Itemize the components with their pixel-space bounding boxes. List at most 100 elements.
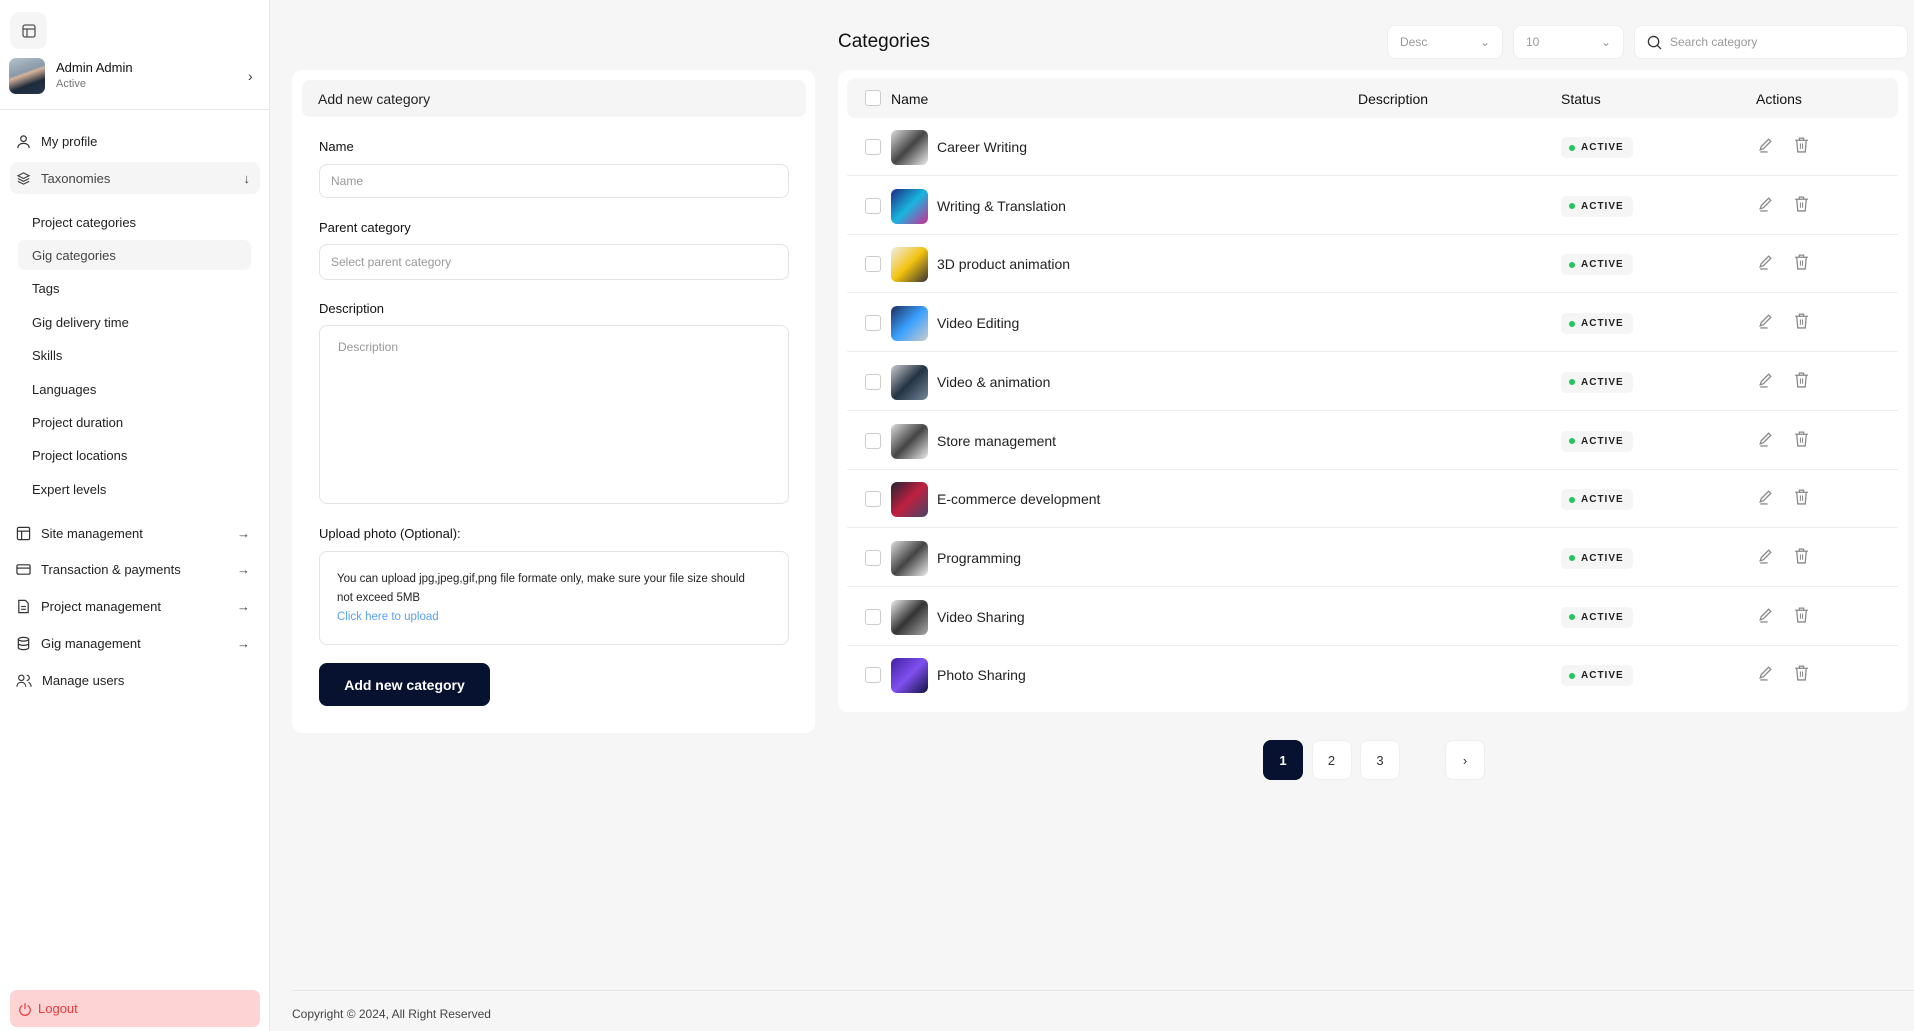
form-header: Add new category — [302, 80, 806, 117]
trash-icon[interactable] — [1793, 371, 1810, 388]
upload-dropzone[interactable]: You can upload jpg,jpeg,gif,png file for… — [319, 551, 789, 645]
search-icon — [1647, 35, 1662, 50]
table-row: Career Writing ACTIVE — [847, 118, 1898, 176]
sort-select[interactable]: Desc ⌄ — [1387, 25, 1503, 59]
status-text: ACTIVE — [1581, 200, 1624, 212]
sidebar-subitem[interactable]: Expert levels — [32, 481, 107, 497]
chevron-right-icon[interactable]: › — [248, 68, 253, 84]
edit-icon[interactable] — [1757, 195, 1774, 212]
description-textarea[interactable]: Description — [319, 325, 789, 504]
sidebar-subitem[interactable]: Gig delivery time — [32, 314, 129, 330]
row-checkbox[interactable] — [865, 139, 881, 155]
status-badge: ACTIVE — [1561, 606, 1633, 628]
edit-icon[interactable] — [1757, 664, 1774, 681]
status-dot — [1569, 496, 1575, 503]
category-name: Photo Sharing — [937, 667, 1026, 684]
divider — [0, 109, 270, 110]
name-input[interactable]: Name — [319, 164, 789, 198]
sidebar-subitem[interactable]: Project locations — [32, 448, 128, 464]
upload-hint: You can upload jpg,jpeg,gif,png file for… — [337, 573, 745, 604]
edit-icon[interactable] — [1757, 136, 1774, 153]
category-name: Programming — [937, 549, 1022, 566]
column-header-description: Description — [1358, 91, 1429, 107]
status-text: ACTIVE — [1581, 259, 1624, 271]
sidebar-subitem[interactable]: Project categories — [32, 214, 137, 230]
column-header-status: Status — [1561, 91, 1601, 107]
table-row: Writing & Translation ACTIVE — [847, 177, 1898, 235]
chevron-right-icon: › — [1462, 752, 1468, 768]
sort-value: Desc — [1400, 35, 1428, 49]
description-label: Description — [319, 301, 385, 316]
edit-icon[interactable] — [1757, 371, 1774, 388]
search-input[interactable]: Search category — [1634, 25, 1908, 59]
row-checkbox[interactable] — [865, 373, 881, 390]
sidebar-item-gig-management[interactable]: Gig management → — [10, 627, 260, 659]
footer-divider — [292, 990, 1914, 991]
sidebar-subitem[interactable]: Gig categories — [18, 240, 251, 271]
sidebar-item-project-management[interactable]: Project management → — [10, 591, 260, 623]
row-checkbox[interactable] — [865, 491, 881, 508]
row-checkbox[interactable] — [865, 432, 881, 449]
trash-icon[interactable] — [1793, 195, 1810, 212]
sidebar-item-label: Gig management — [41, 635, 141, 651]
trash-icon[interactable] — [1793, 664, 1810, 681]
page-3-button[interactable]: 3 — [1360, 740, 1400, 780]
trash-icon[interactable] — [1793, 488, 1810, 505]
search-placeholder: Search category — [1670, 35, 1758, 49]
parent-category-select[interactable]: Select parent category — [319, 244, 789, 280]
edit-icon[interactable] — [1757, 606, 1774, 623]
edit-icon[interactable] — [1757, 253, 1774, 270]
row-checkbox[interactable] — [865, 608, 881, 625]
category-thumbnail — [891, 306, 928, 342]
sidebar-item-my-profile[interactable]: My profile — [10, 125, 260, 157]
sidebar-subitem[interactable]: Project duration — [32, 414, 124, 430]
table-row: Video Editing ACTIVE — [847, 294, 1898, 353]
trash-icon[interactable] — [1793, 253, 1810, 270]
sidebar-subitem[interactable]: Languages — [32, 381, 97, 397]
category-name: Writing & Translation — [937, 197, 1066, 214]
status-dot — [1569, 320, 1575, 327]
trash-icon[interactable] — [1793, 547, 1810, 564]
arrow-right-icon: → — [237, 599, 250, 615]
edit-icon[interactable] — [1757, 488, 1774, 505]
trash-icon[interactable] — [1793, 136, 1810, 153]
trash-icon[interactable] — [1793, 312, 1810, 329]
sidebar-subitem[interactable]: Skills — [32, 348, 63, 364]
sidebar-item-label: Manage users — [42, 672, 125, 688]
row-checkbox[interactable] — [865, 667, 881, 684]
sidebar-item-manage-users[interactable]: Manage users — [10, 664, 260, 696]
document-icon — [18, 599, 29, 614]
category-name: Career Writing — [937, 139, 1027, 155]
table-header — [847, 78, 1898, 118]
trash-icon[interactable] — [1793, 430, 1810, 447]
page-2-button[interactable]: 2 — [1311, 740, 1352, 780]
add-category-button[interactable]: Add new category — [319, 663, 490, 706]
sidebar-item-site-management[interactable]: Site management → — [10, 517, 260, 549]
row-checkbox[interactable] — [865, 549, 881, 566]
category-thumbnail — [891, 423, 928, 459]
edit-icon[interactable] — [1757, 430, 1774, 447]
profile-status: Active — [56, 78, 86, 90]
category-name: E-commerce development — [937, 491, 1101, 508]
logout-button[interactable]: Logout — [10, 990, 260, 1027]
row-checkbox[interactable] — [865, 315, 881, 332]
select-all-checkbox[interactable] — [865, 90, 881, 106]
sidebar-subitem[interactable]: Tags — [32, 281, 60, 297]
sidebar-item-transaction-payments[interactable]: Transaction & payments → — [10, 554, 260, 586]
sidebar-item-taxonomies[interactable]: Taxonomies ↓ — [10, 162, 260, 194]
category-thumbnail — [891, 188, 928, 224]
layout-toggle-button[interactable] — [10, 12, 47, 49]
page-1-button[interactable]: 1 — [1263, 740, 1303, 780]
trash-icon[interactable] — [1793, 606, 1810, 623]
row-checkbox[interactable] — [865, 197, 881, 214]
per-page-select[interactable]: 10 ⌄ — [1513, 25, 1624, 59]
edit-icon[interactable] — [1757, 547, 1774, 564]
upload-link[interactable]: Click here to upload — [337, 611, 439, 623]
column-header-name[interactable]: Name — [891, 91, 929, 107]
categories-table — [838, 70, 1908, 712]
category-name: Video & animation — [937, 373, 1051, 390]
next-page-button[interactable]: › — [1445, 740, 1485, 780]
row-checkbox[interactable] — [865, 256, 881, 273]
status-badge: ACTIVE — [1561, 195, 1633, 217]
edit-icon[interactable] — [1757, 312, 1774, 329]
